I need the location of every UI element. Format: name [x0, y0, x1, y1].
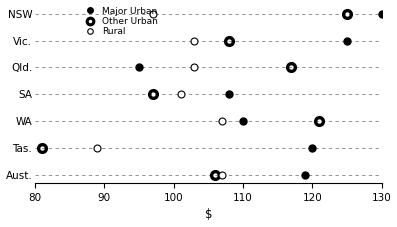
Legend: Major Urban, Other Urban, Rural: Major Urban, Other Urban, Rural — [81, 7, 158, 36]
X-axis label: $: $ — [204, 208, 212, 222]
